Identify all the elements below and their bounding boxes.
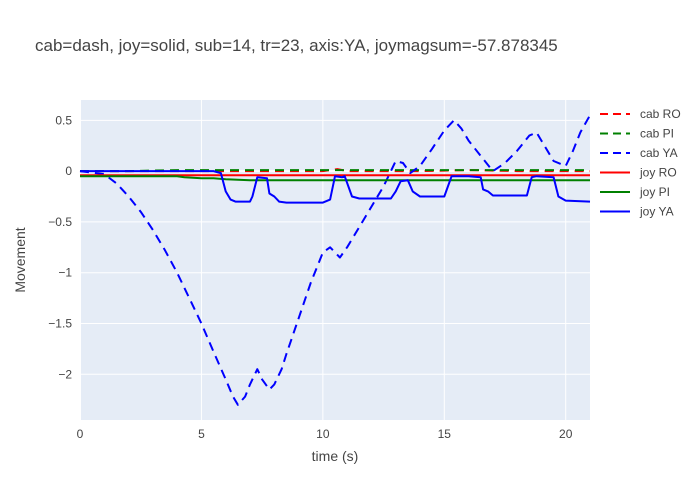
- y-tick-label: −1.5: [48, 316, 72, 330]
- legend-label-joy-ro: joy RO: [639, 166, 677, 180]
- y-tick-label: 0.5: [55, 113, 72, 127]
- y-tick-label: 0: [65, 164, 72, 178]
- x-tick-label: 0: [77, 427, 84, 441]
- legend-label-joy-ya: joy YA: [639, 205, 674, 219]
- x-tick-label: 20: [559, 427, 573, 441]
- legend-label-cab-ro: cab RO: [640, 107, 681, 121]
- plot-area: [80, 100, 590, 420]
- legend-label-cab-ya: cab YA: [640, 146, 678, 160]
- series-line-joy-ya: [80, 170, 591, 204]
- x-tick-label: 15: [438, 427, 452, 441]
- legend-label-cab-pi: cab PI: [640, 127, 674, 141]
- grid: [80, 100, 590, 420]
- legend-label-joy-pi: joy PI: [639, 185, 670, 199]
- chart-title: cab=dash, joy=solid, sub=14, tr=23, axis…: [35, 36, 558, 55]
- y-tick-label: −1: [58, 266, 72, 280]
- x-axis-ticks: 0 5 10 15 20: [77, 427, 573, 441]
- y-axis-ticks: −2 −1.5 −1 −0.5 0 0.5: [48, 113, 72, 381]
- legend: cab RO cab PI cab YA joy RO joy PI joy YA: [600, 107, 681, 219]
- series-line-cab-ya: [79, 114, 591, 406]
- x-tick-label: 10: [316, 427, 330, 441]
- x-axis-title: time (s): [312, 448, 359, 464]
- series-layer: [79, 114, 591, 406]
- y-tick-label: −0.5: [48, 215, 72, 229]
- series-line-joy-pi: [80, 175, 590, 182]
- y-axis-title: Movement: [12, 227, 28, 292]
- y-tick-label: −2: [58, 367, 72, 381]
- x-tick-label: 5: [198, 427, 205, 441]
